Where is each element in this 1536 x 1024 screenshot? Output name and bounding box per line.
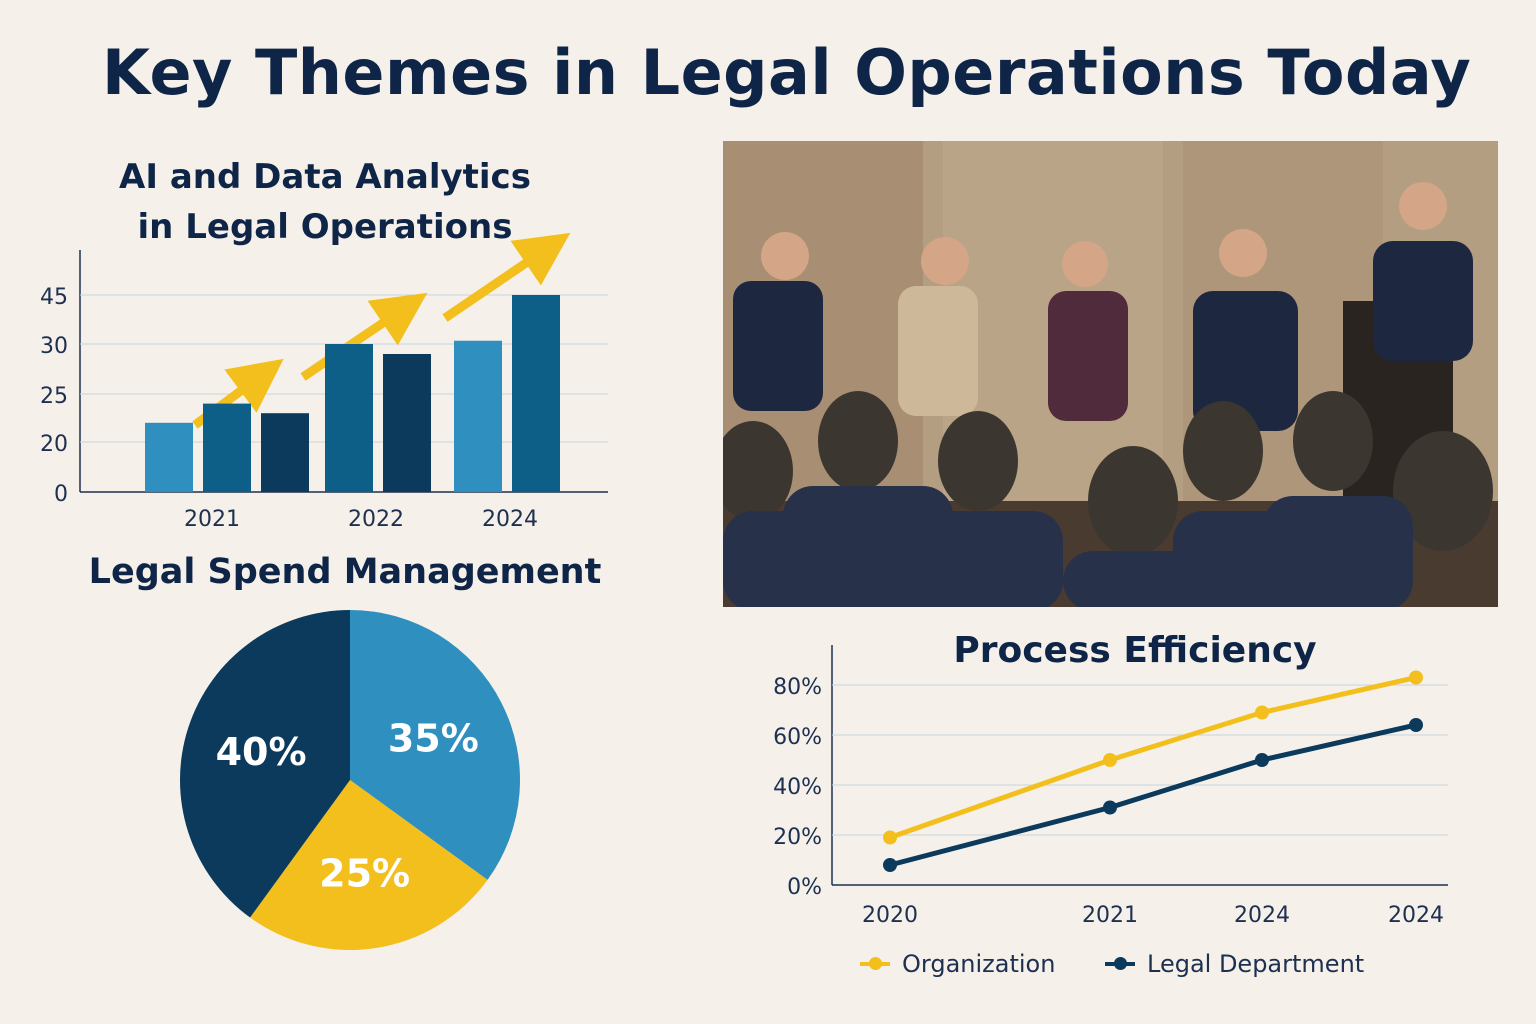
line-series-path [889, 722, 1417, 868]
pie-slice-label: 25% [319, 851, 410, 895]
line-point [1255, 705, 1269, 720]
bar-ytick-label: 20 [40, 432, 68, 457]
line-ytick-label: 40% [773, 775, 822, 800]
legend-swatch-legal-department [1105, 957, 1135, 970]
bar-chart-title-line1: AI and Data Analytics [119, 157, 531, 197]
line-point [1255, 753, 1269, 767]
bar-chart-title-line2: in Legal Operations [137, 207, 513, 247]
bar-xtick-label: 2021 [184, 507, 240, 532]
bar [383, 354, 431, 492]
pie-chart: 35% 25% 40% [179, 610, 520, 951]
line-ytick-label: 0% [787, 875, 822, 900]
bar-ytick-label: 30 [40, 334, 68, 359]
trend-arrow [300, 292, 428, 381]
bar-xtick-label: 2024 [482, 507, 538, 532]
line-ytick-label: 60% [773, 725, 822, 750]
page-title: Key Themes in Legal Operations Today [102, 36, 1472, 109]
legend-swatch-organization [860, 957, 890, 970]
pie-slice [179, 610, 350, 918]
line-point [1409, 718, 1423, 732]
bar [261, 413, 309, 492]
line-xtick-label: 2024 [1388, 903, 1444, 928]
line-point [883, 830, 897, 845]
line-point [1409, 670, 1423, 685]
bar [454, 340, 502, 492]
bar [203, 403, 251, 492]
line-chart: 0% 20% 40% 60% 80% 2020 2021 2024 2024 [773, 645, 1448, 928]
legend-item-legal-department: Legal Department [1105, 950, 1364, 978]
bar-chart: 0 20 25 30 45 2021 2022 2024 [40, 232, 608, 532]
panel-discussion-photo-icon [723, 141, 1498, 607]
bar-xtick-label: 2022 [348, 507, 404, 532]
line-point [1103, 800, 1117, 815]
bar [512, 295, 560, 492]
bar [325, 344, 373, 492]
bar [145, 422, 193, 492]
line-series-path [889, 675, 1417, 840]
pie-slice-label: 40% [216, 730, 307, 774]
legend-label-legal-department: Legal Department [1147, 950, 1365, 978]
pie-slice [250, 780, 488, 951]
bar-ytick-label: 0 [54, 482, 68, 507]
line-point [883, 858, 897, 872]
pie-slice [350, 610, 520, 880]
bar-chart-title: AI and Data Analytics in Legal Operation… [110, 152, 540, 252]
pie-chart-title: Legal Spend Management [88, 552, 602, 592]
line-chart-title: Process Efficiency [953, 630, 1317, 671]
line-xtick-label: 2020 [862, 903, 918, 928]
trend-arrow [442, 232, 571, 322]
panel-discussion-photo [723, 141, 1498, 607]
line-xtick-label: 2024 [1234, 903, 1290, 928]
legend-label-organization: Organization [902, 950, 1056, 978]
line-ytick-label: 80% [773, 675, 822, 700]
bar-ytick-label: 25 [40, 384, 68, 409]
pie-slice-label: 35% [388, 717, 479, 761]
bar-ytick-label: 45 [40, 285, 68, 310]
line-ytick-label: 20% [773, 825, 822, 850]
legend-item-organization: Organization [860, 950, 1055, 978]
line-xtick-label: 2021 [1082, 903, 1138, 928]
line-point [1103, 753, 1117, 767]
